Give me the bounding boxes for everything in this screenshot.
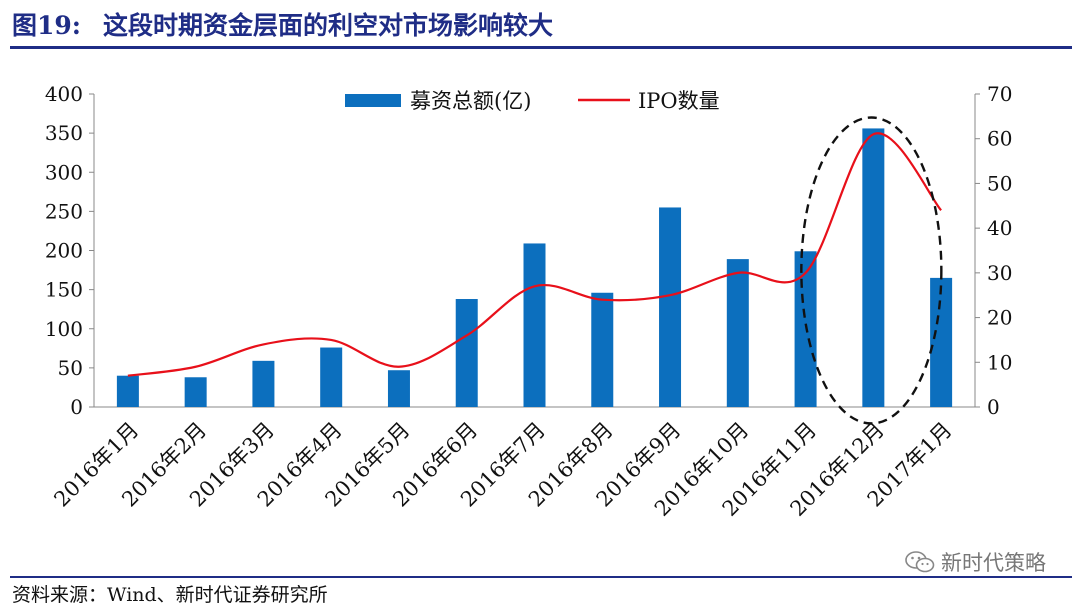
- y-left-tick-label: 0: [70, 395, 83, 419]
- bar: [252, 360, 275, 407]
- bar: [659, 207, 682, 407]
- title-divider: [10, 46, 1072, 49]
- legend-label-line: IPO数量: [638, 89, 720, 113]
- y-left-tick-label: 350: [45, 121, 83, 145]
- y-right-tick-label: 30: [987, 261, 1012, 285]
- y-left-tick-label: 300: [45, 160, 83, 184]
- bar: [930, 277, 953, 407]
- y-left-tick-label: 150: [45, 278, 83, 302]
- bar: [320, 347, 343, 407]
- bar: [184, 377, 207, 407]
- y-right-tick-label: 60: [987, 127, 1012, 151]
- footer-divider: [10, 576, 1072, 578]
- y-right-tick-label: 10: [987, 350, 1012, 374]
- y-left-tick-label: 50: [58, 356, 83, 380]
- y-right-tick-label: 70: [987, 82, 1012, 106]
- source-note: 资料来源：Wind、新时代证券研究所: [12, 584, 328, 606]
- figure-title-text: 这段时期资金层面的利空对市场影响较大: [103, 11, 554, 40]
- bar: [387, 370, 410, 407]
- bar: [591, 292, 614, 407]
- ipo-line: [127, 132, 942, 377]
- y-right-tick-label: 0: [987, 395, 1000, 419]
- y-left-tick-label: 250: [45, 199, 83, 223]
- bar: [455, 299, 478, 407]
- legend-swatch-bars: [345, 94, 401, 107]
- y-right-tick-label: 20: [987, 306, 1012, 330]
- bar: [862, 128, 885, 407]
- y-right-tick-label: 40: [987, 216, 1012, 240]
- figure-title: 图19: 这段时期资金层面的利空对市场影响较大: [12, 6, 553, 42]
- wechat-icon: [905, 551, 935, 573]
- y-left-tick-label: 200: [45, 239, 83, 263]
- highlight-ellipse: [800, 116, 943, 425]
- legend-label-bars: 募资总额(亿): [410, 89, 531, 113]
- watermark-text: 新时代策略: [941, 551, 1046, 575]
- y-left-tick-label: 400: [45, 82, 83, 106]
- watermark: 新时代策略: [905, 547, 1046, 577]
- bar: [726, 259, 749, 407]
- figure-label: 图19:: [12, 11, 82, 40]
- y-left-tick-label: 100: [45, 317, 83, 341]
- bar: [116, 375, 139, 407]
- bar: [523, 243, 546, 407]
- y-right-tick-label: 50: [987, 171, 1012, 195]
